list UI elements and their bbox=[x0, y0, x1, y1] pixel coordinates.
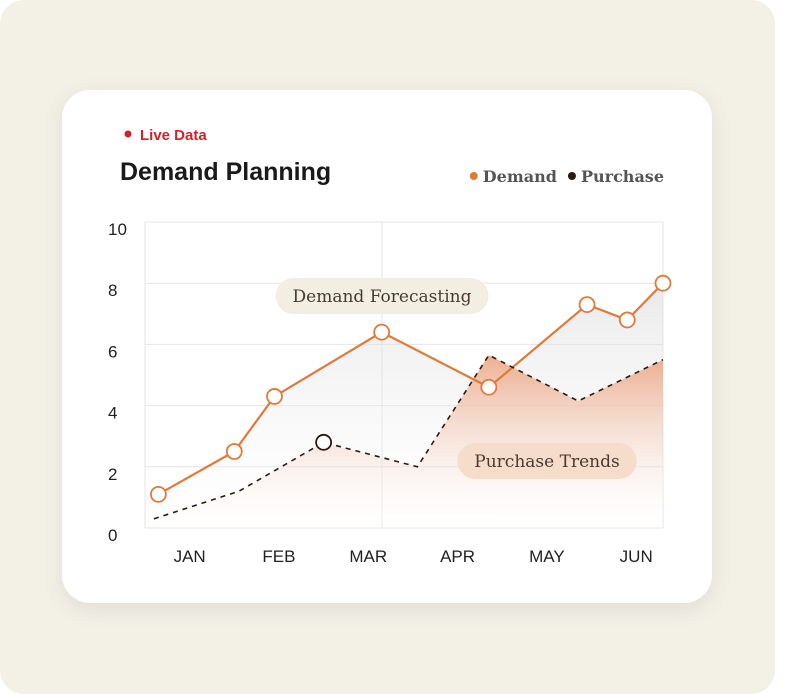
annotation-pill bbox=[457, 443, 637, 479]
x-tick-label: MAR bbox=[349, 547, 387, 566]
annotation: Demand Forecasting bbox=[293, 287, 472, 307]
point bbox=[618, 311, 636, 329]
chart-title: Demand Planning bbox=[120, 158, 331, 186]
point bbox=[480, 378, 498, 396]
y-tick-label: 2 bbox=[108, 465, 117, 484]
badge: Live Data bbox=[140, 127, 207, 144]
x-tick-label: JUN bbox=[620, 547, 653, 566]
point bbox=[315, 433, 333, 451]
x-tick-label: APR bbox=[440, 547, 475, 566]
point bbox=[266, 388, 283, 405]
point bbox=[225, 443, 243, 460]
point bbox=[373, 323, 391, 341]
live-dot bbox=[124, 130, 132, 138]
point bbox=[654, 274, 672, 292]
point bbox=[578, 296, 596, 314]
x-tick-label: MAY bbox=[529, 547, 565, 566]
y-tick-label: 4 bbox=[108, 404, 117, 423]
y-tick-label: 8 bbox=[108, 281, 117, 300]
legend-swatch bbox=[469, 172, 478, 180]
x-tick-label: FEB bbox=[262, 547, 295, 566]
y-tick-label: 0 bbox=[108, 526, 117, 545]
legend-label: Demand bbox=[483, 167, 557, 186]
y-tick-label: 6 bbox=[108, 342, 117, 361]
plot: 0 2 4 6 8 10 JAN FEB MAR APR MAY JUN Demand Forecast… bbox=[108, 167, 672, 566]
line bbox=[153, 354, 664, 520]
area bbox=[153, 355, 663, 528]
y-tick-label: 10 bbox=[108, 220, 127, 239]
x-tick-label: JAN bbox=[174, 547, 206, 566]
legend-swatch bbox=[567, 172, 576, 180]
legend-label: Purchase bbox=[581, 167, 664, 186]
point bbox=[149, 485, 167, 503]
annotation: Purchase Trends bbox=[474, 452, 619, 472]
annotation-pill bbox=[275, 278, 489, 314]
